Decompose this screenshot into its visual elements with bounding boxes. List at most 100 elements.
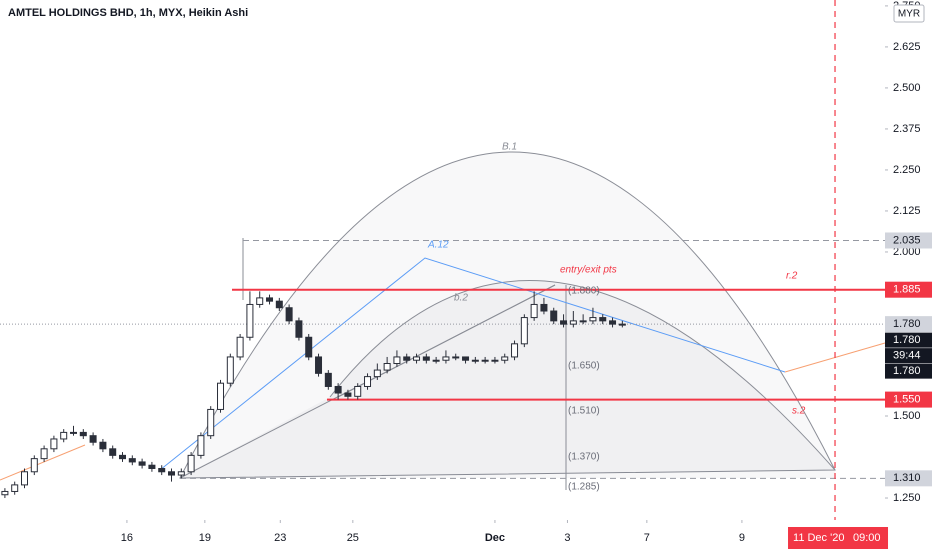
candle-body — [599, 317, 607, 322]
annotation: r.2 — [786, 271, 798, 282]
candle-body — [432, 359, 440, 362]
candle-body — [40, 448, 48, 460]
annotation: A.12 — [427, 240, 449, 251]
fib-label: (1.285) — [568, 482, 600, 493]
level-badge — [885, 281, 932, 298]
time-axis — [0, 520, 885, 550]
level-badge — [885, 316, 932, 333]
candle-body — [569, 320, 577, 325]
trend-line — [337, 284, 556, 398]
candle-body — [344, 392, 352, 397]
candle-body — [422, 356, 430, 361]
chart-title: AMTEL HOLDINGS BHD, 1h, MYX, Heikin Ashi — [8, 7, 248, 19]
y-tick-label: 2.625 — [893, 41, 921, 53]
level-label: 1.550 — [893, 394, 921, 406]
candle-body — [550, 310, 558, 322]
currency-box[interactable] — [893, 4, 925, 23]
y-tick-label: 2.000 — [893, 246, 921, 258]
candle-body — [373, 369, 381, 378]
arc-b1 — [179, 151, 836, 479]
x-tick-label: 19 — [199, 532, 211, 544]
y-tick-label: 1.250 — [893, 492, 921, 504]
candle-body — [128, 458, 136, 463]
candle-body — [452, 356, 460, 359]
fib-label: (1.880) — [568, 286, 600, 297]
candle-body — [30, 458, 38, 473]
candle-body — [618, 323, 626, 326]
fib-label: (1.510) — [568, 406, 600, 417]
candle-body — [383, 363, 391, 371]
currency[interactable]: MYR — [898, 9, 920, 20]
annotation: B.1 — [502, 142, 517, 153]
x-tick-label: 16 — [121, 532, 133, 544]
level-badge — [885, 470, 932, 487]
level-label: 1.780 — [893, 318, 921, 330]
candle-body — [540, 303, 548, 312]
candle-body — [462, 356, 470, 361]
levels — [0, 239, 885, 479]
candle-body — [1, 490, 9, 496]
cursor-date: 11 Dec '20 — [793, 532, 844, 544]
x-tick-label: 25 — [347, 532, 359, 544]
candle-body — [305, 336, 313, 358]
candles — [1, 291, 626, 499]
candle-body — [21, 471, 29, 486]
candle-body — [520, 317, 528, 345]
cursor-time: 09:00 — [853, 532, 881, 544]
fib-label: (1.370) — [568, 452, 600, 463]
candle-body — [481, 359, 489, 362]
candle-body — [187, 454, 195, 473]
candle-body — [511, 343, 519, 358]
candle-body — [560, 320, 568, 325]
candle-body — [275, 300, 283, 309]
candle-body — [501, 356, 509, 361]
level-badge — [885, 391, 932, 408]
candle-body — [334, 385, 342, 394]
cursor-badge — [788, 527, 889, 549]
overlay: MYR 2.035 1.885 1.780 1.550 1.310 1.780 39:44 1… — [788, 0, 932, 549]
price-badge-label: 1.780 — [893, 365, 921, 377]
level-label: 1.885 — [893, 284, 921, 296]
candle-body — [11, 484, 19, 492]
candle-body — [393, 356, 401, 365]
level-label: 1.310 — [893, 472, 921, 484]
projection-line — [159, 257, 786, 471]
candle-body — [285, 307, 293, 322]
candle-body — [246, 303, 254, 338]
y-tick-label: 2.375 — [893, 123, 921, 135]
y-tick-label: 2.125 — [893, 205, 921, 217]
candle-body — [89, 435, 97, 443]
x-tick-label: 23 — [274, 532, 286, 544]
candle-body — [491, 359, 499, 362]
candle-body — [442, 356, 450, 361]
candle-body — [324, 372, 332, 387]
y-tick-label: 2.250 — [893, 164, 921, 176]
candle-body — [589, 317, 597, 322]
candle-body — [217, 382, 225, 410]
candle-body — [60, 431, 68, 440]
candle-body — [177, 471, 185, 476]
annotation: s.2 — [792, 406, 806, 417]
annotation: b.2 — [454, 293, 468, 304]
level-label: 2.035 — [893, 234, 921, 246]
candle-body — [207, 408, 215, 437]
candle-body — [70, 431, 78, 434]
price-badge-label: 1.780 — [893, 334, 921, 346]
candle-body — [148, 464, 156, 469]
candle-body — [50, 438, 58, 450]
candle-body — [295, 320, 303, 338]
price-badge — [885, 348, 932, 364]
y-tick-label: 1.500 — [893, 410, 921, 422]
candle-body — [364, 376, 372, 387]
candle-body — [413, 356, 421, 361]
candle-body — [158, 467, 166, 473]
candle-body — [109, 448, 117, 456]
price-badge-label: 39:44 — [893, 350, 921, 362]
price-badge — [885, 332, 932, 348]
x-tick-label: Dec — [485, 532, 505, 544]
x-tick-label: 9 — [739, 532, 745, 544]
candle-body — [403, 356, 411, 361]
annotation: entry/exit pts — [560, 265, 617, 276]
